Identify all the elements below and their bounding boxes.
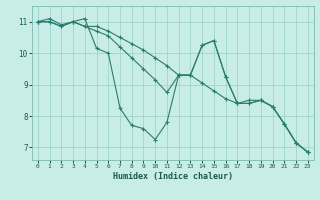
X-axis label: Humidex (Indice chaleur): Humidex (Indice chaleur) (113, 172, 233, 181)
